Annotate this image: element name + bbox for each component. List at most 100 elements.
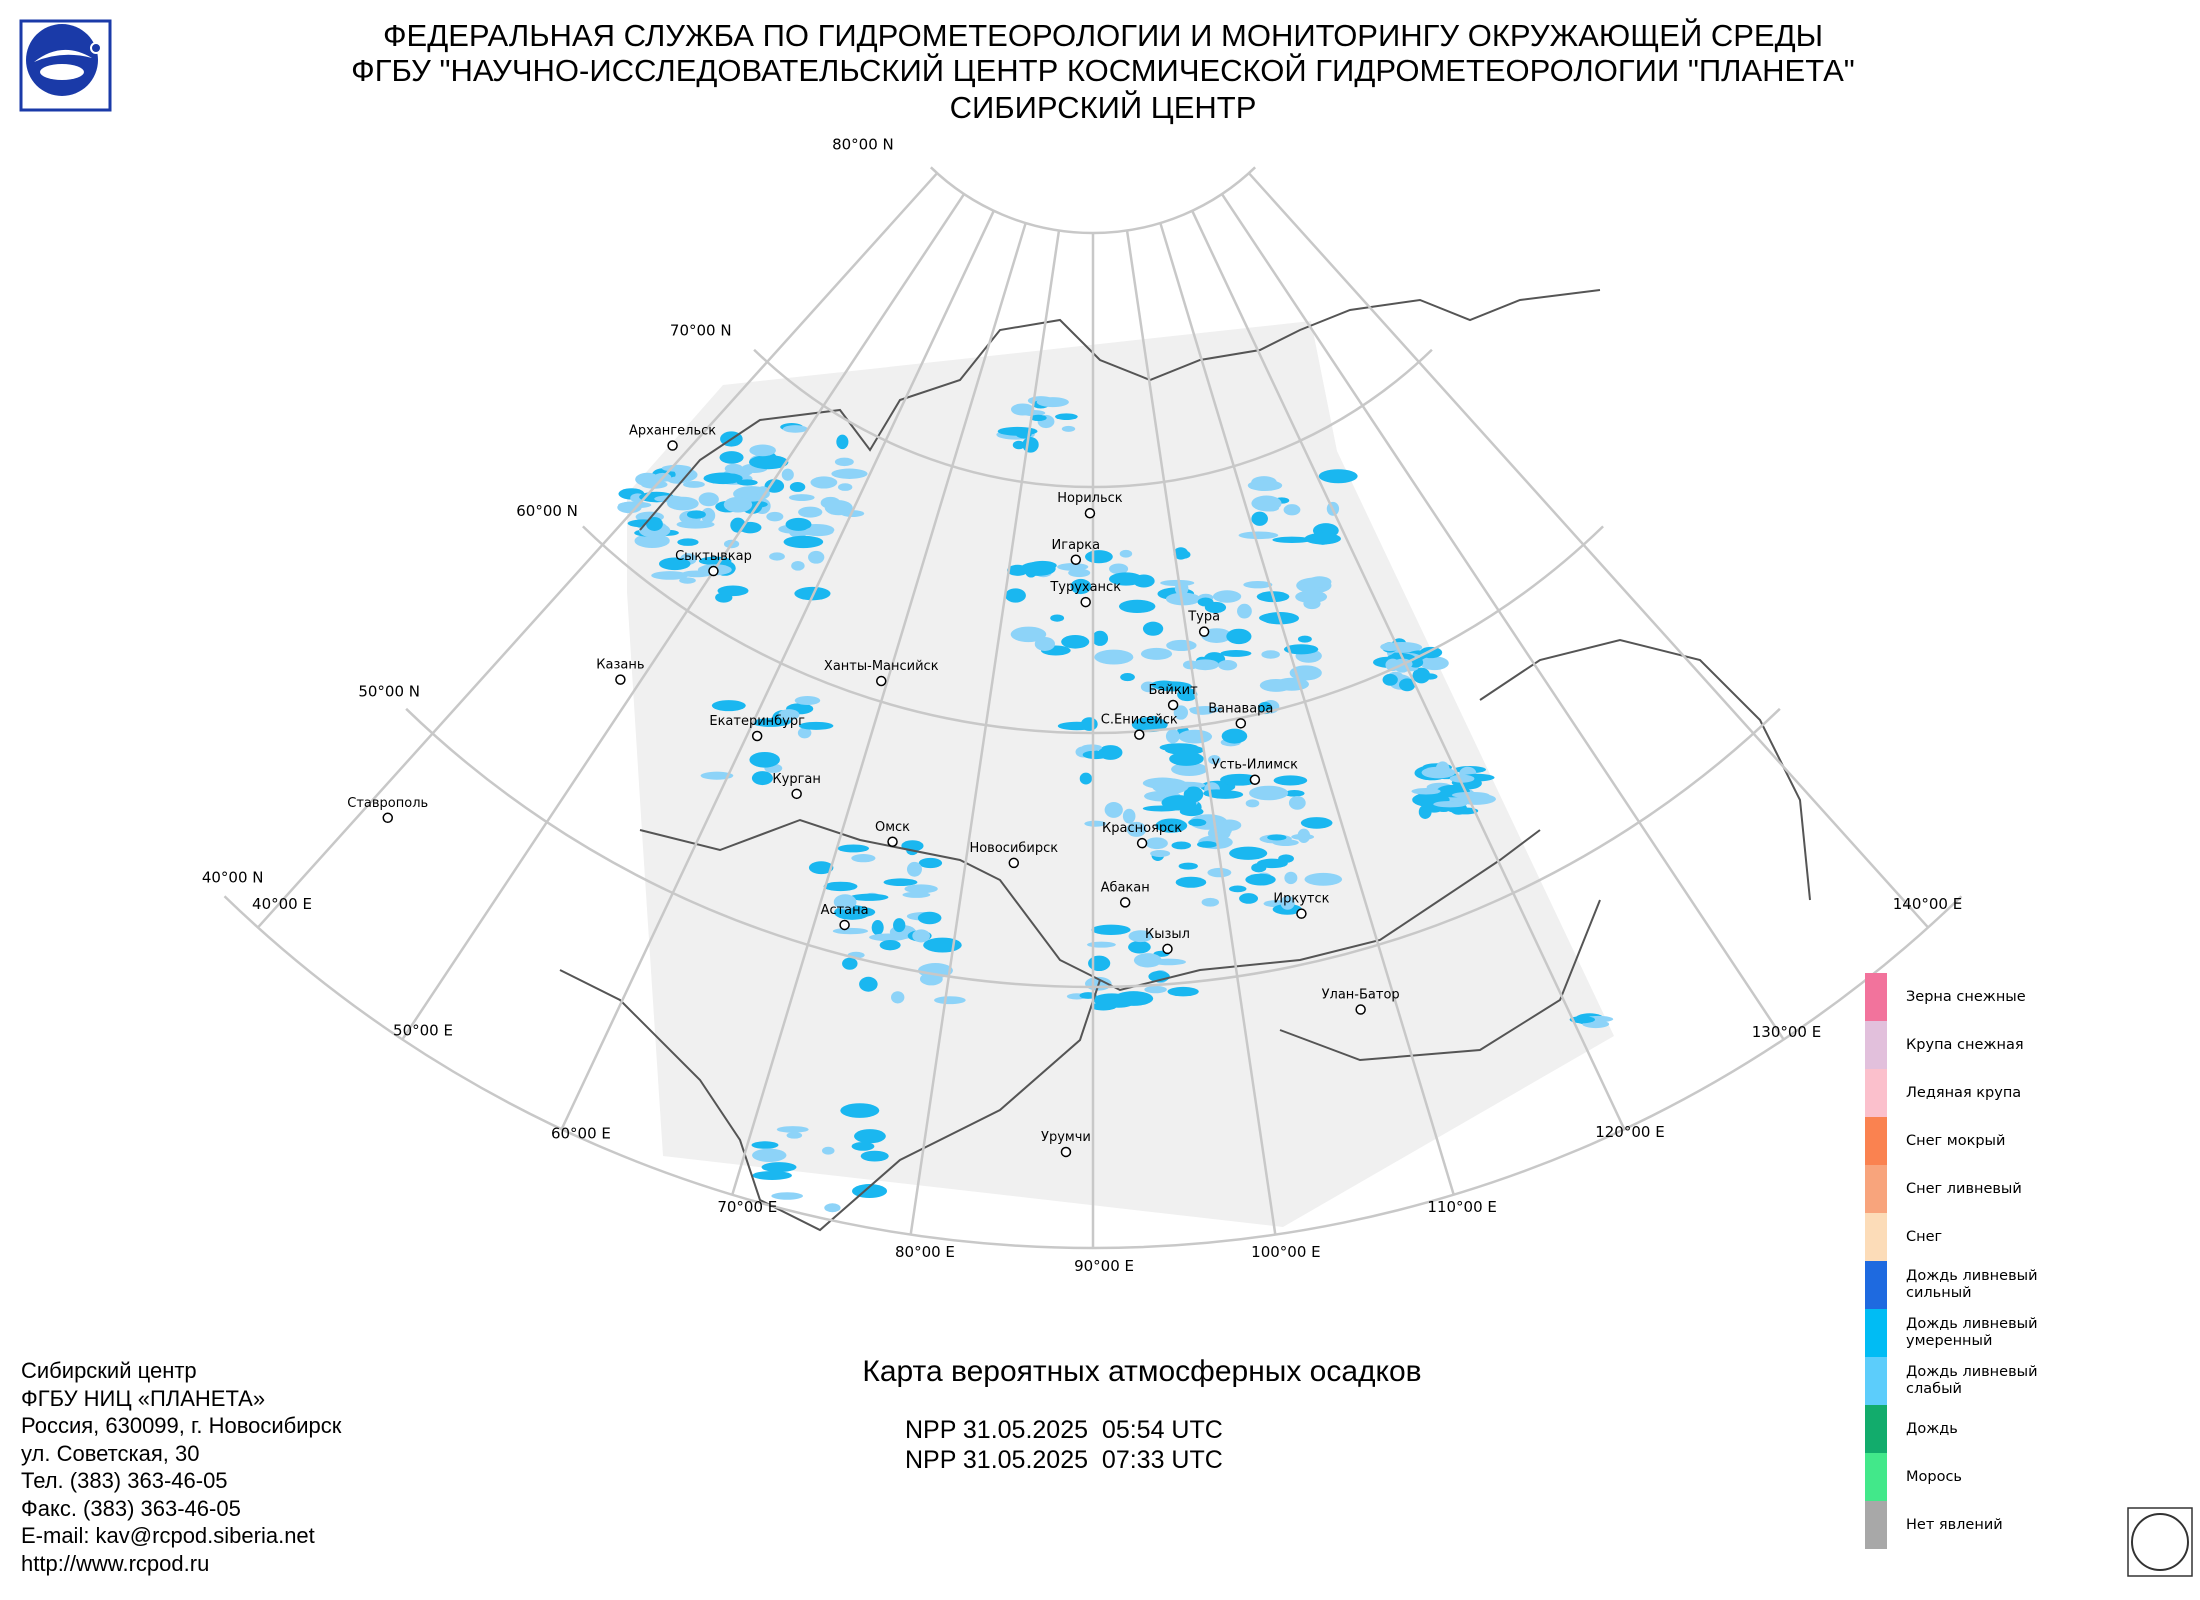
meridian-label: 120°00 E — [1595, 1123, 1664, 1141]
rain-cell — [1087, 941, 1116, 948]
coastlines — [559, 289, 1811, 1232]
rain-cell — [837, 483, 853, 491]
meridian — [1159, 222, 1455, 1196]
rain-cell — [904, 884, 938, 894]
city-marker — [1134, 729, 1145, 740]
meridian-label: 130°00 E — [1752, 1023, 1821, 1041]
rain-cell — [1126, 821, 1147, 837]
rain-cell — [1220, 649, 1252, 657]
city-marker — [1080, 596, 1091, 608]
footer-line: Тел. (383) 363-46-05 — [21, 1468, 228, 1493]
footer-line: ул. Советская, 30 — [21, 1440, 200, 1466]
city-marker — [667, 440, 678, 451]
city-label: Иркутск — [1273, 892, 1329, 907]
rain-cell — [752, 1148, 787, 1162]
rain-cell — [1177, 688, 1198, 702]
legend-swatch — [1865, 1117, 1887, 1165]
rain-cell — [700, 507, 716, 524]
rain-cell — [1304, 872, 1343, 886]
header-line: ФЕДЕРАЛЬНАЯ СЛУЖБА ПО ГИДРОМЕТЕОРОЛОГИИ … — [383, 17, 1823, 53]
parallel — [223, 895, 1963, 1250]
rain-cell — [789, 482, 806, 492]
rain-cell — [640, 480, 668, 489]
city-label: Усть-Илимск — [1212, 758, 1298, 773]
legend-item: Дождь ливневый умеренный — [1865, 1309, 2195, 1357]
rain-cell — [854, 1129, 886, 1144]
rain-cell — [860, 1150, 889, 1162]
rain-cell — [824, 500, 853, 516]
city-label: Урумчи — [1041, 1130, 1091, 1145]
rain-cell — [918, 857, 943, 869]
rain-cell — [808, 550, 825, 564]
rain-cell — [1251, 511, 1268, 526]
rain-cell — [723, 496, 753, 513]
rain-cell — [683, 481, 705, 488]
rain-cell — [1221, 728, 1248, 744]
rain-cell — [751, 718, 790, 727]
city-label: Красноярск — [1102, 821, 1182, 836]
rain-cell — [823, 881, 858, 892]
rain-cell — [1382, 673, 1398, 686]
rain-cell — [1318, 469, 1358, 484]
rain-cell — [1412, 667, 1431, 684]
rain-cell — [1128, 940, 1151, 954]
rain-cell — [1171, 762, 1208, 777]
rain-cell — [617, 501, 642, 514]
footer: Сибирский центр ФГБУ НИЦ «ПЛАНЕТА» Россия,… — [21, 1357, 341, 1577]
rain-cell — [752, 1170, 792, 1180]
rain-cell — [781, 468, 794, 481]
legend-swatch — [1865, 1069, 1887, 1117]
rain-cell — [1108, 572, 1144, 586]
meridian-label: 140°00 E — [1893, 895, 1962, 913]
meridian-label: 90°00 E — [1074, 1257, 1134, 1275]
footer-line: Россия, 630099, г. Новосибирск — [21, 1413, 342, 1438]
rain-cell — [1245, 873, 1276, 886]
parallel-label: 80°00 N — [832, 135, 894, 153]
rain-cell — [1420, 656, 1449, 671]
legend: Зерна снежные Крупа снежная Ледяная крупа С… — [1865, 973, 2195, 1549]
rain-cell — [1081, 744, 1103, 751]
footer-line: Факс. (383) 363-46-05 — [21, 1495, 241, 1521]
rain-cell — [1190, 707, 1215, 715]
iso-circle — [2131, 1513, 2189, 1571]
legend-label: Дождь ливневый сильный — [1906, 1268, 2043, 1301]
legend-swatch — [1865, 1453, 1887, 1501]
rain-cell — [661, 464, 692, 472]
city-label: Абакан — [1101, 880, 1150, 895]
meridian — [256, 172, 939, 929]
city-marker — [1249, 774, 1261, 785]
rain-cell — [798, 506, 823, 518]
footer-line: Сибирский центр — [21, 1358, 197, 1383]
rain-cell — [1175, 876, 1207, 888]
city-marker — [887, 836, 898, 848]
legend-swatch — [1865, 1357, 1887, 1405]
city-marker — [1008, 857, 1020, 869]
logo-orbit — [34, 49, 92, 62]
rain-cell — [1120, 673, 1135, 682]
city-label: Ванавара — [1208, 701, 1273, 716]
rain-cell — [934, 996, 966, 1005]
rain-cell — [786, 1132, 803, 1139]
meridian — [1247, 172, 1930, 929]
rain-cell — [1151, 778, 1189, 795]
rain-cell — [850, 893, 889, 901]
rain-cell — [1029, 414, 1047, 422]
rain-cell — [1237, 603, 1252, 619]
meridian — [731, 222, 1027, 1196]
rain-cell — [761, 1162, 797, 1173]
rain-cell — [749, 444, 776, 457]
city-marker — [1198, 626, 1210, 637]
rain-cell — [1208, 755, 1221, 765]
legend-label: Крупа снежная — [1906, 1036, 2024, 1053]
rain-cell — [1569, 1016, 1596, 1024]
rain-cell — [1142, 805, 1181, 812]
rain-cell — [1169, 751, 1204, 766]
city-marker — [1235, 718, 1247, 729]
city-label: Туруханск — [1049, 580, 1121, 595]
rain-cell — [1249, 785, 1289, 801]
city-label: Казань — [596, 658, 644, 673]
rain-cell — [1188, 818, 1207, 827]
city-label: Байкит — [1149, 683, 1199, 698]
rain-cell — [833, 894, 857, 910]
